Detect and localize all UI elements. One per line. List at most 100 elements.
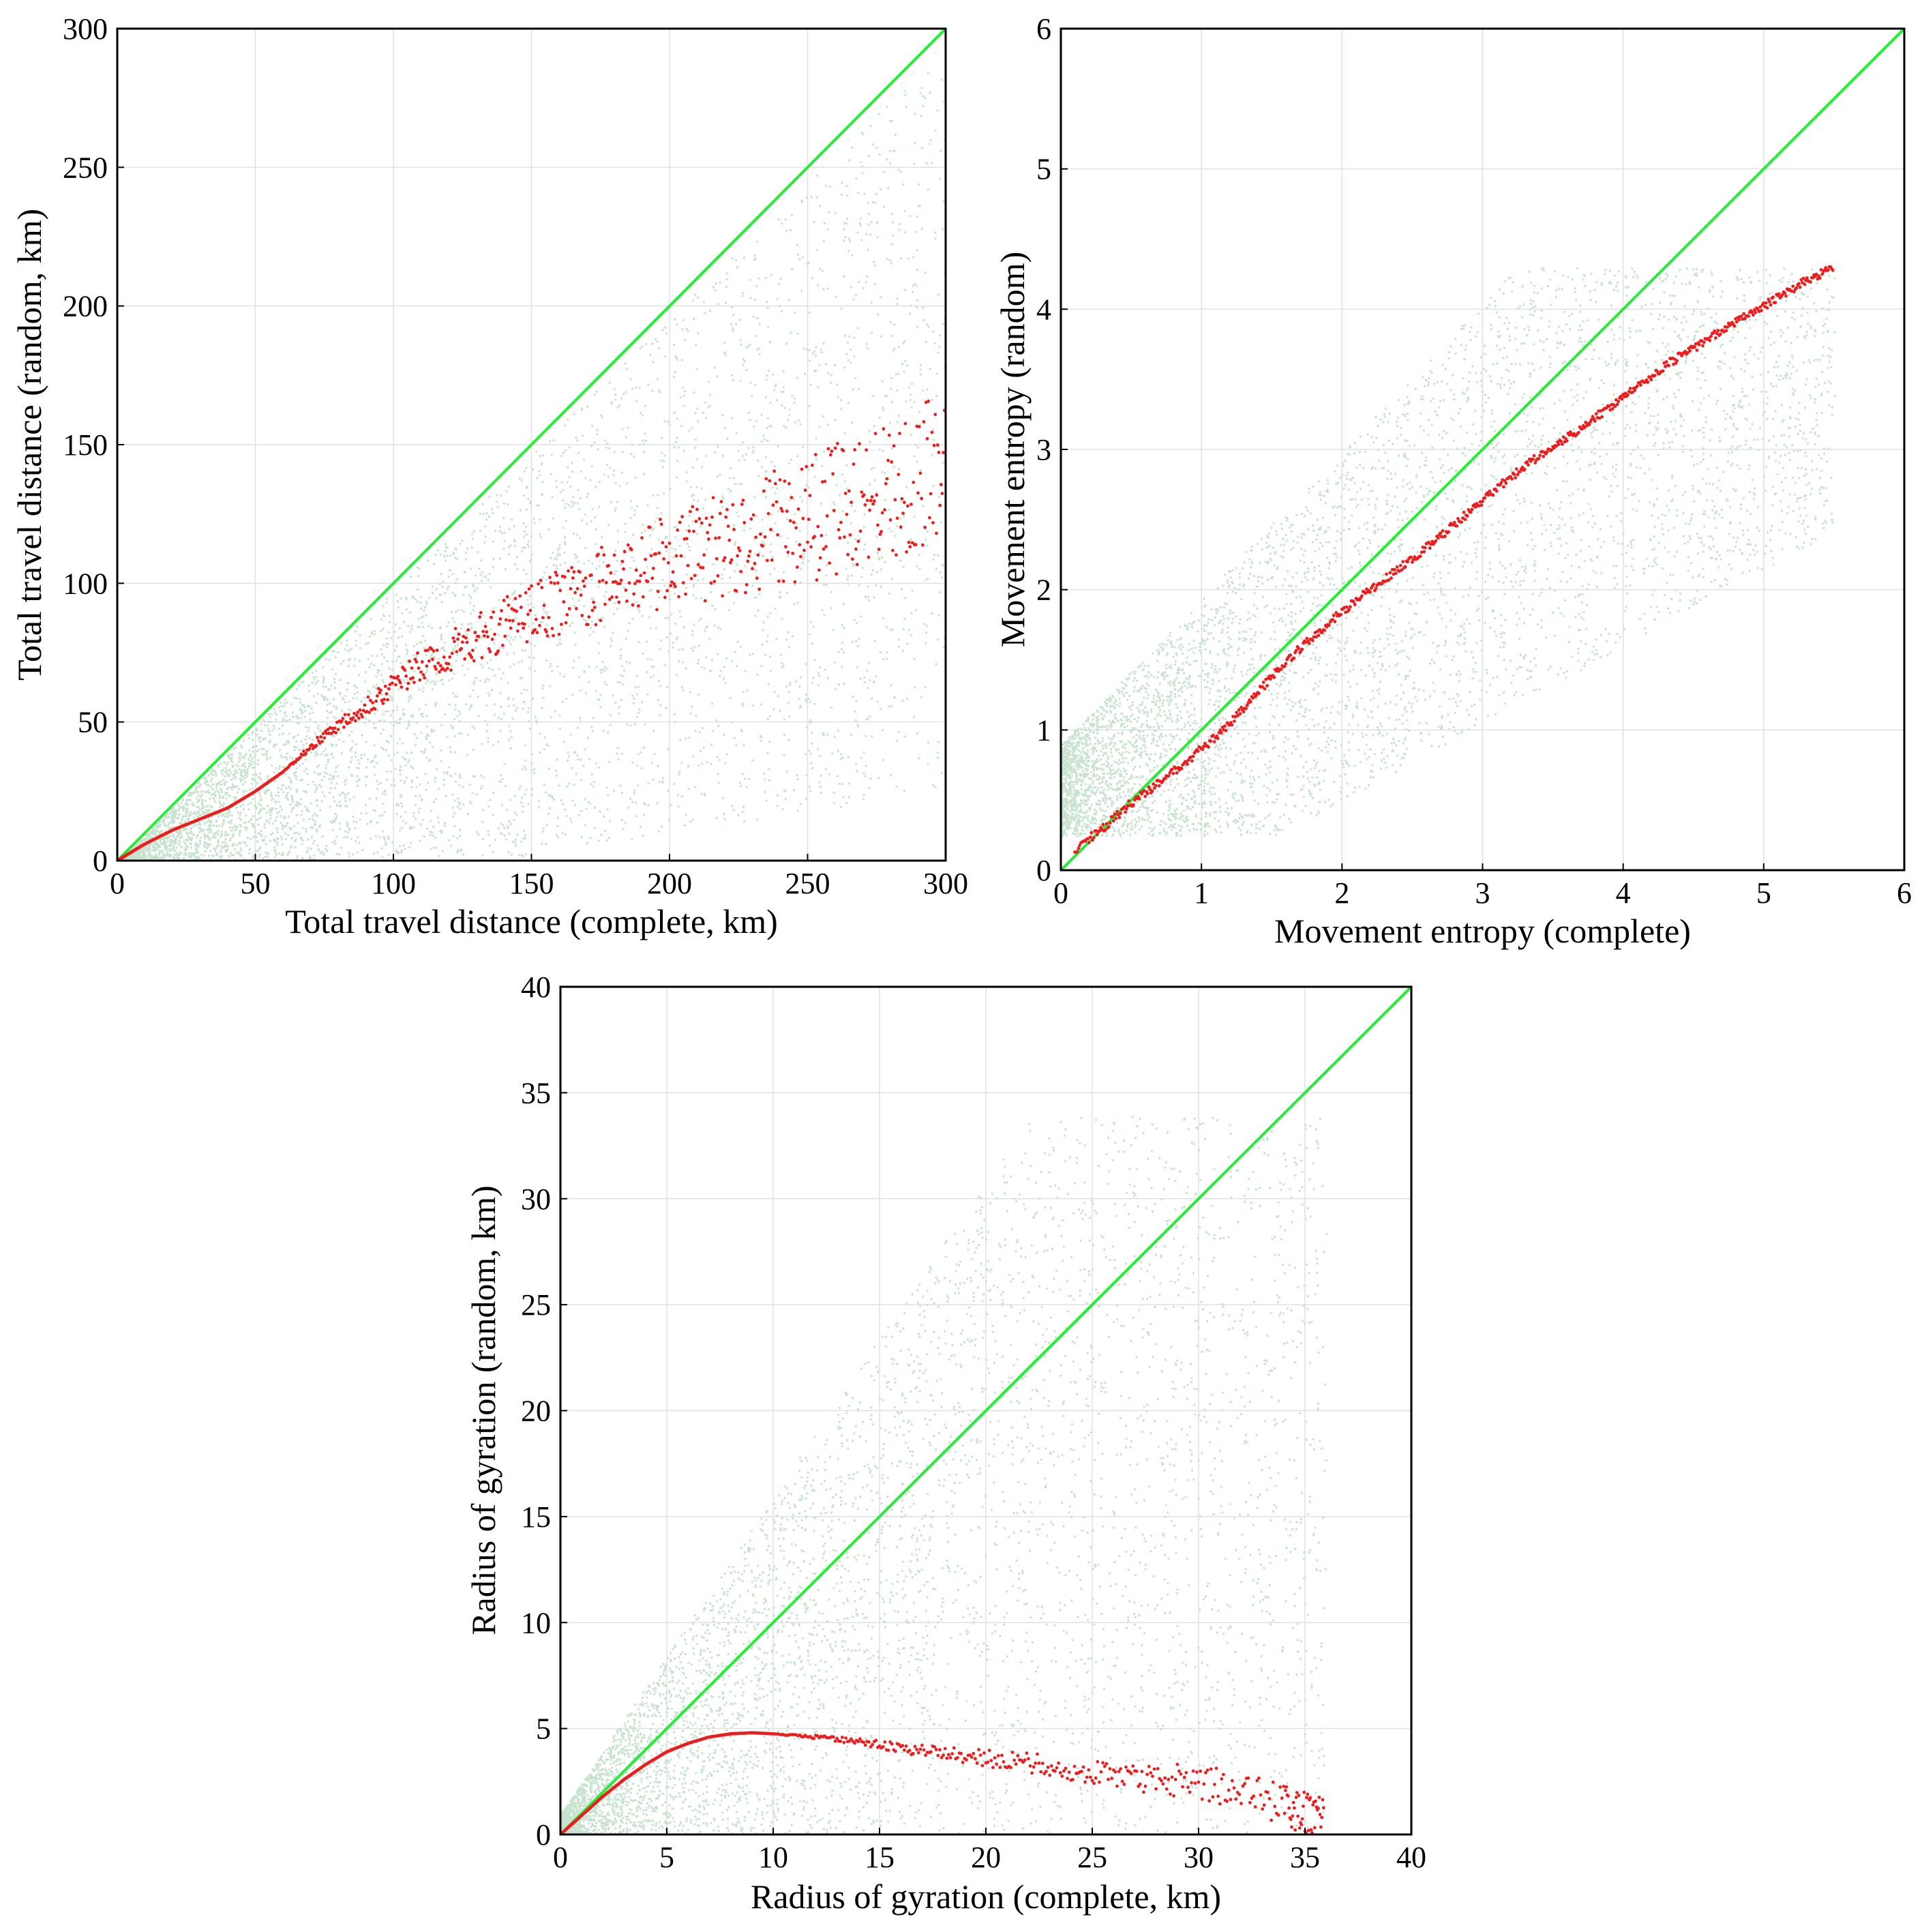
user-point [259, 846, 262, 848]
user-point [315, 735, 318, 738]
user-point [352, 697, 355, 700]
user-point [693, 583, 695, 586]
user-point [177, 834, 179, 837]
user-point [253, 766, 256, 769]
user-point [221, 854, 224, 857]
user-point [155, 835, 157, 837]
user-point [719, 536, 722, 539]
user-point [755, 575, 758, 578]
user-point [355, 697, 358, 700]
user-point [350, 837, 352, 840]
user-point [305, 767, 307, 770]
user-point [597, 839, 600, 842]
user-point [250, 822, 253, 825]
user-point [485, 730, 488, 732]
user-point [190, 846, 192, 849]
user-point [325, 850, 328, 852]
user-point [833, 661, 836, 664]
user-point [522, 829, 525, 832]
user-point [934, 231, 937, 234]
user-point [415, 642, 418, 645]
user-point [487, 830, 490, 833]
user-point [917, 205, 920, 207]
user-point [374, 835, 377, 837]
user-point [438, 821, 440, 824]
user-point [363, 697, 365, 699]
user-point [211, 784, 214, 786]
user-point [470, 706, 472, 708]
user-point [863, 681, 866, 683]
user-point [240, 780, 242, 782]
user-point [370, 820, 373, 822]
user-point [410, 576, 412, 578]
user-point [418, 567, 421, 570]
user-point [423, 835, 425, 837]
user-point [485, 704, 488, 707]
user-point [717, 653, 719, 655]
user-point [295, 790, 298, 793]
user-point [888, 705, 890, 708]
user-point [568, 782, 571, 785]
user-point [408, 827, 411, 830]
user-point [525, 573, 528, 576]
user-point [571, 767, 573, 769]
user-point [583, 670, 586, 672]
user-point [528, 668, 531, 670]
user-point [314, 813, 316, 815]
user-point [942, 323, 944, 325]
user-point [896, 739, 899, 742]
user-point [174, 849, 177, 852]
user-point [218, 800, 221, 803]
user-point [260, 835, 262, 837]
user-point [805, 698, 807, 701]
user-point [451, 611, 453, 613]
user-point [929, 91, 931, 94]
user-point [305, 851, 307, 854]
user-point [302, 747, 305, 749]
user-point [228, 811, 231, 814]
user-point [412, 679, 415, 682]
user-point [754, 335, 757, 338]
user-point [723, 666, 725, 668]
user-point [487, 679, 490, 681]
user-point [149, 831, 152, 834]
user-point [640, 751, 642, 754]
user-point [314, 683, 316, 685]
user-point [305, 726, 307, 728]
user-point [257, 823, 260, 826]
user-point [164, 830, 166, 833]
user-point [743, 820, 746, 823]
user-point [492, 616, 494, 619]
user-point [202, 777, 205, 780]
user-point [735, 563, 738, 566]
user-point [243, 858, 245, 861]
user-point [425, 654, 428, 657]
user-point [679, 615, 682, 618]
user-point [567, 759, 569, 762]
user-point [265, 811, 268, 814]
user-point [819, 786, 822, 788]
user-point [469, 612, 472, 615]
user-point [754, 564, 757, 567]
user-point [304, 758, 307, 761]
user-point [649, 627, 652, 629]
user-point [170, 831, 173, 834]
user-point [344, 695, 347, 698]
user-point [693, 499, 695, 501]
user-point [355, 821, 358, 824]
user-point [575, 773, 577, 775]
user-point [514, 636, 517, 638]
user-point [897, 730, 900, 733]
user-point [323, 696, 326, 698]
user-point [582, 434, 584, 437]
user-point [682, 556, 685, 558]
user-point [331, 743, 334, 746]
user-point [872, 201, 874, 203]
user-point [269, 739, 271, 742]
user-point [301, 709, 303, 712]
user-point [410, 715, 412, 717]
user-point [636, 784, 639, 787]
user-point [414, 803, 417, 806]
user-point [299, 701, 301, 704]
user-point [642, 747, 645, 749]
